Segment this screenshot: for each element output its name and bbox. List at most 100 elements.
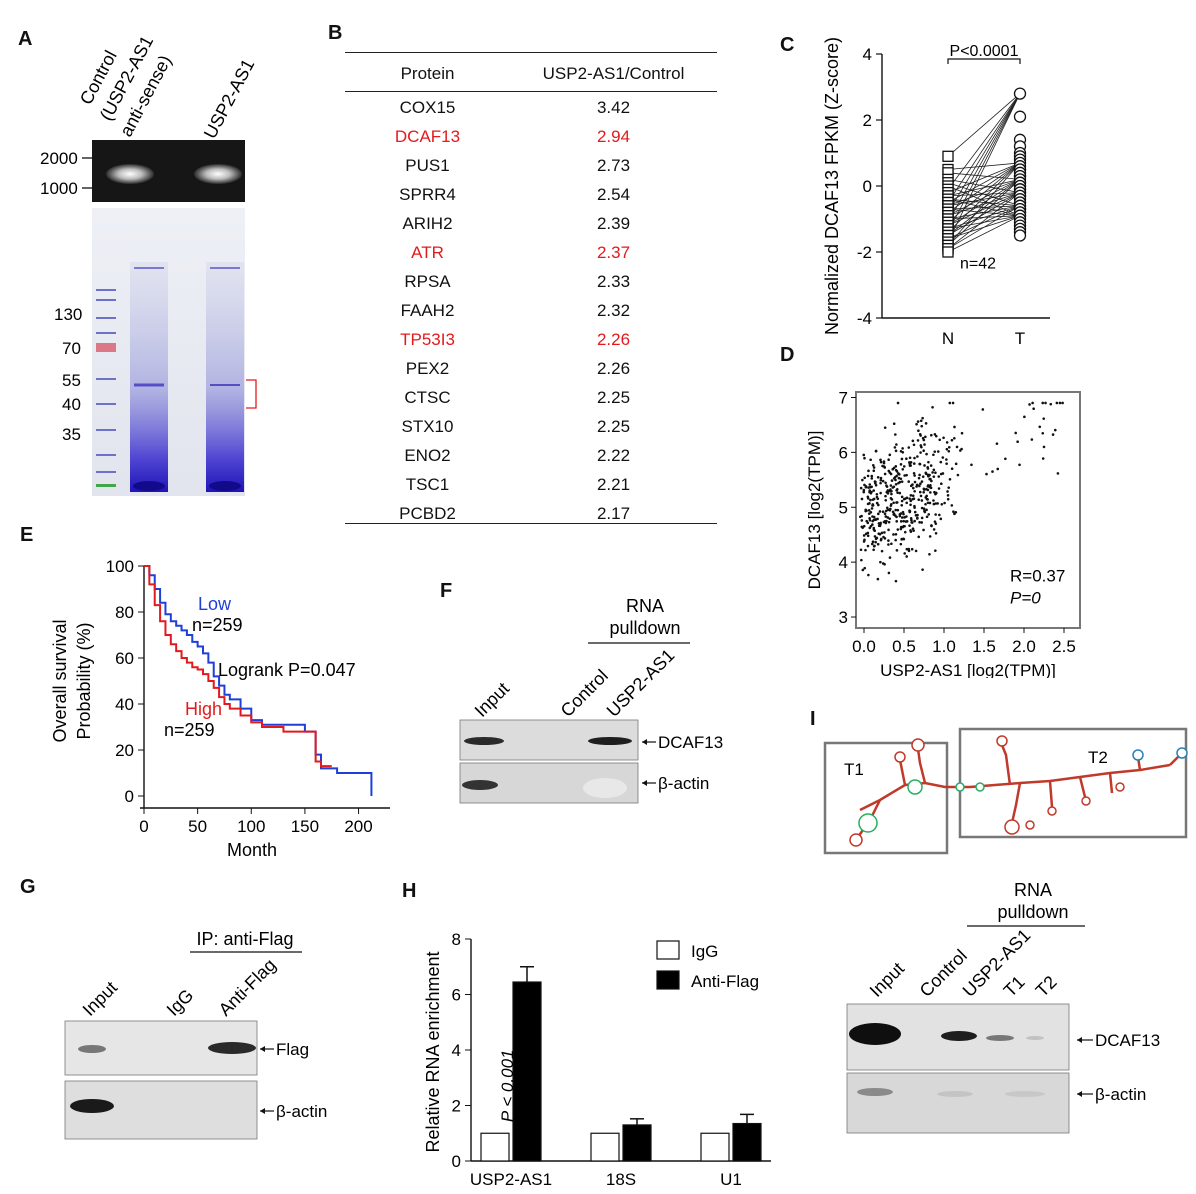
d-point bbox=[908, 524, 911, 527]
d-point bbox=[871, 540, 875, 544]
c-pair-line bbox=[947, 93, 1021, 213]
panel-g-western: IP: anti-Flag Input IgG Anti-Flag Flag β… bbox=[64, 929, 327, 1140]
g-lane-antiflag: Anti-Flag bbox=[215, 955, 280, 1020]
cell-protein: ENO2 bbox=[404, 446, 451, 465]
rna-band-lane3 bbox=[194, 164, 242, 184]
d-point bbox=[905, 457, 908, 461]
e-y-tick-label: 100 bbox=[106, 557, 134, 576]
d-point bbox=[909, 516, 913, 520]
d-point bbox=[880, 531, 884, 535]
d-point bbox=[896, 508, 900, 512]
d-point bbox=[884, 498, 888, 502]
cell-protein: TP53I3 bbox=[400, 330, 455, 349]
d-point bbox=[1023, 415, 1026, 419]
d-point bbox=[925, 508, 928, 512]
d-point bbox=[936, 502, 939, 505]
d-point bbox=[859, 486, 863, 490]
d-point bbox=[867, 469, 870, 473]
d-point bbox=[894, 483, 898, 486]
e-legend-low-n: n=259 bbox=[192, 615, 243, 635]
d-point bbox=[937, 475, 941, 478]
d-point bbox=[928, 485, 931, 489]
h-legend-igg: IgG bbox=[691, 942, 718, 961]
cell-protein: PCBD2 bbox=[399, 504, 456, 523]
d-point bbox=[1016, 440, 1019, 444]
d-point bbox=[900, 457, 904, 461]
d-point bbox=[960, 431, 964, 435]
h-pvalue: P < 0.001 bbox=[498, 1050, 517, 1123]
cell-protein: TSC1 bbox=[405, 475, 450, 494]
h-x-tick-label: U1 bbox=[720, 1170, 742, 1189]
d-point bbox=[879, 458, 882, 462]
cell-ratio: 2.73 bbox=[596, 156, 631, 175]
d-point bbox=[860, 519, 864, 522]
d-point bbox=[875, 501, 879, 505]
table-row: ATR 2.37 bbox=[345, 243, 717, 272]
d-point bbox=[868, 502, 871, 505]
d-point bbox=[872, 469, 876, 473]
d-point bbox=[909, 494, 913, 497]
d-point bbox=[887, 458, 890, 462]
e-logrank: Logrank P=0.047 bbox=[218, 660, 356, 680]
d-point bbox=[922, 438, 926, 442]
d-point bbox=[863, 483, 866, 487]
d-point bbox=[897, 481, 900, 485]
d-point bbox=[896, 491, 899, 494]
g-band-flag: Flag bbox=[276, 1040, 309, 1059]
d-point bbox=[1041, 431, 1045, 435]
panel-label-a: A bbox=[18, 28, 33, 50]
d-point bbox=[891, 467, 895, 471]
d-point bbox=[902, 465, 906, 468]
d-point bbox=[862, 490, 866, 494]
d-point bbox=[913, 474, 916, 477]
d-point bbox=[919, 482, 922, 486]
d-point bbox=[912, 529, 915, 532]
d-point bbox=[868, 483, 872, 486]
d-point bbox=[933, 520, 937, 523]
d-point bbox=[870, 485, 873, 489]
d-point bbox=[936, 450, 940, 453]
d-point bbox=[925, 452, 928, 456]
d-point bbox=[895, 515, 898, 519]
f-band-actin: β-actin bbox=[658, 774, 709, 793]
f-band-dcaf13: DCAF13 bbox=[658, 733, 723, 752]
kda-55: 55 bbox=[62, 371, 81, 390]
kda-40: 40 bbox=[62, 395, 81, 414]
c-pair-line bbox=[947, 179, 1021, 236]
d-point bbox=[920, 521, 924, 524]
d-r-value: R=0.37 bbox=[1010, 566, 1065, 585]
d-point bbox=[881, 510, 885, 514]
cell-ratio: 3.42 bbox=[596, 98, 631, 117]
cell-protein: RPSA bbox=[404, 272, 451, 291]
d-point bbox=[868, 490, 871, 494]
d-point bbox=[922, 490, 925, 494]
d-point bbox=[883, 531, 886, 534]
d-point bbox=[901, 450, 905, 454]
e-x-tick-label: 0 bbox=[139, 817, 148, 836]
c-pair-line bbox=[947, 162, 1021, 170]
table-row: FAAH2 2.32 bbox=[345, 301, 717, 330]
d-point bbox=[918, 484, 921, 488]
c-pair-line bbox=[947, 162, 1021, 223]
d-point bbox=[945, 441, 949, 444]
d-point bbox=[991, 470, 994, 473]
c-n-label: n=42 bbox=[960, 256, 996, 273]
d-point bbox=[876, 542, 880, 546]
kda-35: 35 bbox=[62, 425, 81, 444]
d-point bbox=[899, 477, 903, 481]
c-point-n bbox=[942, 246, 954, 258]
c-pair-line bbox=[947, 185, 1021, 217]
f-lane-control: Control bbox=[557, 666, 612, 721]
c-pair-line bbox=[947, 179, 1021, 246]
d-x-tick-label: 0.0 bbox=[852, 637, 876, 656]
d-point bbox=[903, 524, 906, 528]
d-point bbox=[918, 462, 922, 466]
d-point bbox=[870, 542, 874, 546]
h-bar-anti-flag bbox=[622, 1124, 652, 1162]
d-point bbox=[902, 512, 905, 516]
d-y-tick-label: 4 bbox=[839, 553, 848, 572]
d-point bbox=[947, 445, 951, 449]
d-xlabel: USP2-AS1 [log2(TPM)] bbox=[880, 661, 1056, 678]
d-point bbox=[913, 506, 916, 510]
d-point bbox=[887, 520, 891, 524]
